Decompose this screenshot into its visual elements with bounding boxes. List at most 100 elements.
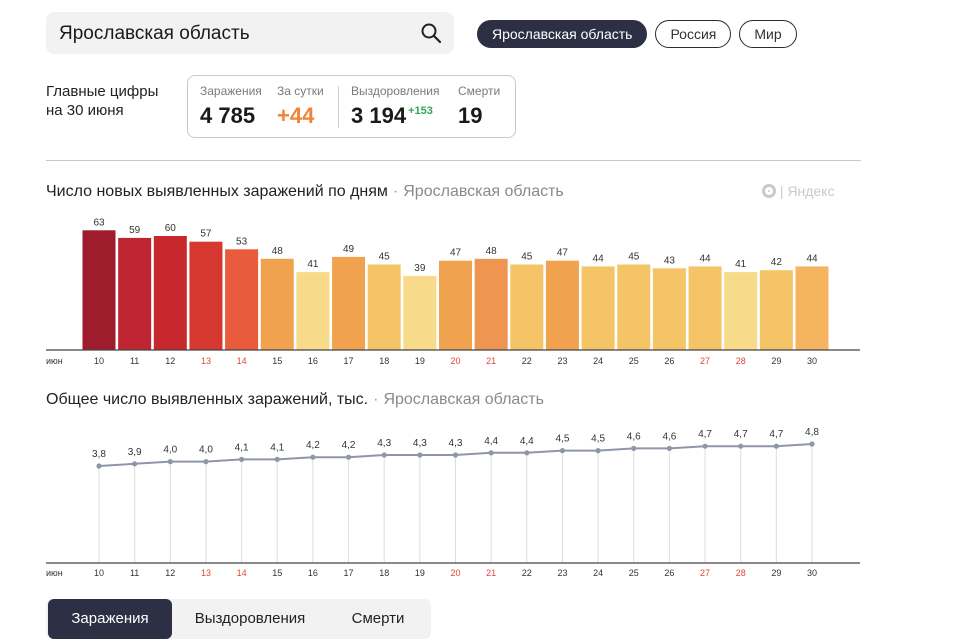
daily-bar-label-27: 44 xyxy=(699,253,711,264)
cumulative-chart-region: Ярославская область xyxy=(383,391,544,408)
cumulative-x-tick-16: 16 xyxy=(308,568,318,578)
cumulative-x-tick-13: 13 xyxy=(201,568,211,578)
region-tab-world[interactable]: Мир xyxy=(739,20,797,48)
cumulative-value-label-29: 4,7 xyxy=(769,429,783,440)
cumulative-value-label-15: 4,1 xyxy=(270,442,284,453)
daily-x-tick-29: 29 xyxy=(771,356,781,366)
region-tabs: Ярославская область Россия Мир xyxy=(477,20,797,48)
cumulative-point-18 xyxy=(381,452,387,458)
daily-bar-label-13: 57 xyxy=(200,229,212,240)
cumulative-chart-title-text: Общее число выявленных заражений, тыс. xyxy=(46,391,369,408)
daily-bar-label-18: 45 xyxy=(379,252,391,263)
cumulative-chart-separator: · xyxy=(373,391,379,408)
summary-heading-line2: на 30 июня xyxy=(46,102,124,119)
daily-x-tick-19: 19 xyxy=(415,356,425,366)
daily-bar-label-22: 45 xyxy=(521,252,533,263)
cumulative-value-label-18: 4,3 xyxy=(377,438,391,449)
cumulative-x-tick-22: 22 xyxy=(522,568,532,578)
daily-x-tick-23: 23 xyxy=(557,356,567,366)
cumulative-value-label-30: 4,8 xyxy=(805,427,819,438)
cumulative-value-label-19: 4,3 xyxy=(413,438,427,449)
daily-x-tick-25: 25 xyxy=(629,356,639,366)
stat-deaths-value: 19 xyxy=(458,103,483,128)
cumulative-value-label-12: 4,0 xyxy=(163,445,177,456)
cumulative-point-22 xyxy=(524,450,530,456)
daily-bar-15 xyxy=(260,258,294,350)
daily-bar-19 xyxy=(403,275,437,350)
daily-x-tick-12: 12 xyxy=(165,356,175,366)
cumulative-x-tick-25: 25 xyxy=(629,568,639,578)
region-tab-yaroslavl[interactable]: Ярославская область xyxy=(477,20,648,48)
stat-daily-label: За сутки xyxy=(277,84,324,98)
cumulative-value-label-14: 4,1 xyxy=(235,442,249,453)
cumulative-point-24 xyxy=(595,448,601,454)
daily-x-tick-11: 11 xyxy=(130,356,139,366)
cumulative-x-tick-12: 12 xyxy=(165,568,175,578)
cumulative-x-tick-21: 21 xyxy=(486,568,496,578)
summary-heading-line1: Главные цифры xyxy=(46,83,159,100)
daily-x-tick-10: 10 xyxy=(94,356,104,366)
cumulative-x-tick-19: 19 xyxy=(415,568,425,578)
daily-x-tick-30: 30 xyxy=(807,356,817,366)
section-divider xyxy=(46,160,861,161)
daily-bar-22 xyxy=(510,264,544,350)
daily-bar-18 xyxy=(367,264,401,350)
cumulative-month-label: июн xyxy=(46,568,63,578)
daily-bar-label-15: 48 xyxy=(272,246,284,257)
cumulative-x-tick-17: 17 xyxy=(344,568,354,578)
daily-bar-label-17: 49 xyxy=(343,244,355,255)
stat-infections-label: Заражения xyxy=(200,84,262,98)
metric-tab-recovered[interactable]: Выздоровления xyxy=(194,610,306,627)
cumulative-value-label-13: 4,0 xyxy=(199,445,213,456)
cumulative-point-28 xyxy=(738,443,744,449)
daily-bar-label-19: 39 xyxy=(414,263,426,274)
stat-recovered-label: Выздоровления xyxy=(351,84,440,98)
stat-recovered-delta: +153 xyxy=(408,105,433,117)
cumulative-value-label-17: 4,2 xyxy=(342,440,356,451)
metric-tab-infections[interactable]: Заражения xyxy=(48,599,172,639)
search-input-value[interactable]: Ярославская область xyxy=(59,23,250,44)
search-icon[interactable] xyxy=(420,22,442,44)
yandex-eye-icon xyxy=(762,184,776,198)
daily-x-tick-18: 18 xyxy=(379,356,389,366)
daily-x-tick-17: 17 xyxy=(344,356,354,366)
stat-infections-value: 4 785 xyxy=(200,103,256,128)
daily-bar-29 xyxy=(759,270,793,350)
yandex-logo: | Яндекс xyxy=(762,183,835,199)
daily-bar-14 xyxy=(225,249,259,350)
daily-bar-label-11: 59 xyxy=(129,225,141,236)
daily-chart-separator: · xyxy=(392,183,399,200)
cumulative-x-tick-18: 18 xyxy=(379,568,389,578)
daily-bar-13 xyxy=(189,241,223,350)
cumulative-value-label-22: 4,4 xyxy=(520,436,534,447)
search-field[interactable]: Ярославская область xyxy=(46,12,454,54)
daily-bar-label-21: 48 xyxy=(486,246,498,257)
daily-bar-label-26: 43 xyxy=(664,255,676,266)
cumulative-point-15 xyxy=(274,456,280,462)
daily-bar-label-30: 44 xyxy=(806,253,818,264)
cumulative-point-14 xyxy=(239,456,245,462)
stat-recovered: Выздоровления 3 194 +153 xyxy=(351,84,440,129)
daily-x-tick-20: 20 xyxy=(450,356,460,366)
metric-tab-deaths[interactable]: Смерти xyxy=(351,610,405,627)
cumulative-x-tick-28: 28 xyxy=(736,568,746,578)
cumulative-value-label-26: 4,6 xyxy=(662,431,676,442)
yandex-logo-divider: | xyxy=(779,183,788,199)
cumulative-point-12 xyxy=(167,459,173,465)
daily-x-tick-22: 22 xyxy=(522,356,532,366)
daily-bar-label-20: 47 xyxy=(450,248,462,259)
metric-tabs: Заражения Выздоровления Смерти xyxy=(46,599,431,639)
cumulative-point-11 xyxy=(132,461,138,467)
cumulative-x-tick-15: 15 xyxy=(272,568,282,578)
cumulative-point-13 xyxy=(203,459,209,465)
daily-x-tick-24: 24 xyxy=(593,356,603,366)
region-tab-russia[interactable]: Россия xyxy=(655,20,732,48)
cumulative-x-tick-30: 30 xyxy=(807,568,817,578)
cumulative-x-tick-20: 20 xyxy=(450,568,460,578)
stat-daily: За сутки +44 xyxy=(277,84,324,129)
daily-bar-24 xyxy=(581,266,615,350)
stat-deaths-label: Смерти xyxy=(458,84,501,98)
cumulative-chart-title: Общее число выявленных заражений, тыс. · Я… xyxy=(46,391,544,409)
daily-chart-title-text: Число новых выявленных заражений по дням xyxy=(46,183,388,200)
cumulative-value-label-21: 4,4 xyxy=(484,436,498,447)
